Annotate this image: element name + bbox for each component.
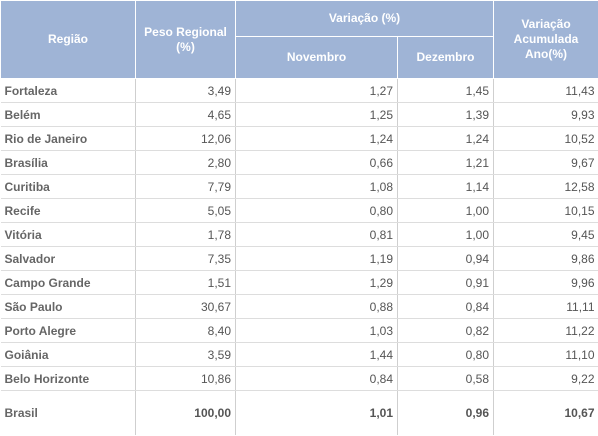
cell-novembro: 1,44 bbox=[235, 342, 398, 367]
header-peso-regional: Peso Regional (%) bbox=[135, 0, 236, 79]
table-row: Porto Alegre 8,40 1,03 0,82 11,22 bbox=[0, 318, 598, 343]
cell-acumulada: 10,52 bbox=[493, 126, 598, 151]
table-row: Brasília 2,80 0,66 1,21 9,67 bbox=[0, 150, 598, 175]
cell-acumulada: 11,22 bbox=[493, 318, 598, 343]
cell-region: Belo Horizonte bbox=[0, 366, 136, 391]
cell-peso: 12,06 bbox=[135, 126, 236, 151]
cell-acumulada: 9,86 bbox=[493, 246, 598, 271]
table-row: Belo Horizonte 10,86 0,84 0,58 9,22 bbox=[0, 366, 598, 391]
cell-region: Recife bbox=[0, 198, 136, 223]
cell-dezembro: 1,00 bbox=[397, 198, 494, 223]
cell-novembro: 1,24 bbox=[235, 126, 398, 151]
cell-region: Fortaleza bbox=[0, 78, 136, 103]
cell-dezembro: 0,91 bbox=[397, 270, 494, 295]
cell-dezembro: 0,94 bbox=[397, 246, 494, 271]
table-body: Fortaleza 3,49 1,27 1,45 11,43 Belém 4,6… bbox=[0, 78, 598, 435]
table-row: São Paulo 30,67 0,88 0,84 11,11 bbox=[0, 294, 598, 319]
cell-novembro: 1,08 bbox=[235, 174, 398, 199]
cell-region: Salvador bbox=[0, 246, 136, 271]
cell-peso: 3,49 bbox=[135, 78, 236, 103]
header-regiao: Região bbox=[0, 0, 136, 79]
cell-region: Vitória bbox=[0, 222, 136, 247]
table-header: Região Peso Regional (%) Variação (%) Va… bbox=[0, 0, 598, 79]
table-row: Belém 4,65 1,25 1,39 9,93 bbox=[0, 102, 598, 127]
header-dezembro: Dezembro bbox=[397, 36, 494, 79]
cell-novembro: 1,19 bbox=[235, 246, 398, 271]
cell-dezembro: 0,84 bbox=[397, 294, 494, 319]
cell-acumulada: 9,96 bbox=[493, 270, 598, 295]
cell-peso: 30,67 bbox=[135, 294, 236, 319]
header-variacao-acumulada: Variação Acumulada Ano(%) bbox=[493, 0, 598, 79]
table-row: Goiânia 3,59 1,44 0,80 11,10 bbox=[0, 342, 598, 367]
cell-peso: 3,59 bbox=[135, 342, 236, 367]
cell-peso: 7,35 bbox=[135, 246, 236, 271]
cell-novembro: 0,66 bbox=[235, 150, 398, 175]
cell-novembro: 0,84 bbox=[235, 366, 398, 391]
cell-novembro: 0,80 bbox=[235, 198, 398, 223]
table-row: Curitiba 7,79 1,08 1,14 12,58 bbox=[0, 174, 598, 199]
cell-region: São Paulo bbox=[0, 294, 136, 319]
table-row: Rio de Janeiro 12,06 1,24 1,24 10,52 bbox=[0, 126, 598, 151]
cell-acumulada: 11,11 bbox=[493, 294, 598, 319]
cell-region: Goiânia bbox=[0, 342, 136, 367]
cell-region: Rio de Janeiro bbox=[0, 126, 136, 151]
cell-peso: 5,05 bbox=[135, 198, 236, 223]
cell-region: Belém bbox=[0, 102, 136, 127]
cell-peso: 7,79 bbox=[135, 174, 236, 199]
cell-novembro: 0,88 bbox=[235, 294, 398, 319]
cell-novembro: 1,29 bbox=[235, 270, 398, 295]
cell-acumulada: 9,93 bbox=[493, 102, 598, 127]
header-novembro: Novembro bbox=[235, 36, 398, 79]
cell-dezembro: 1,00 bbox=[397, 222, 494, 247]
cell-dezembro: 1,14 bbox=[397, 174, 494, 199]
header-variacao: Variação (%) bbox=[235, 0, 494, 37]
cell-acumulada: 12,58 bbox=[493, 174, 598, 199]
table-row: Campo Grande 1,51 1,29 0,91 9,96 bbox=[0, 270, 598, 295]
table-row: Salvador 7,35 1,19 0,94 9,86 bbox=[0, 246, 598, 271]
table-row: Fortaleza 3,49 1,27 1,45 11,43 bbox=[0, 78, 598, 103]
cell-dezembro: 1,21 bbox=[397, 150, 494, 175]
table-row-total: Brasil 100,00 1,01 0,96 10,67 bbox=[0, 390, 598, 435]
cell-region: Brasília bbox=[0, 150, 136, 175]
cell-dezembro: 0,80 bbox=[397, 342, 494, 367]
cell-dezembro: 0,96 bbox=[397, 390, 494, 435]
cell-peso: 1,51 bbox=[135, 270, 236, 295]
cell-region: Porto Alegre bbox=[0, 318, 136, 343]
cell-acumulada: 11,10 bbox=[493, 342, 598, 367]
cell-acumulada: 10,67 bbox=[493, 390, 598, 435]
cell-dezembro: 1,24 bbox=[397, 126, 494, 151]
cell-peso: 100,00 bbox=[135, 390, 236, 435]
cell-region: Brasil bbox=[0, 390, 136, 435]
cell-dezembro: 1,39 bbox=[397, 102, 494, 127]
cell-peso: 8,40 bbox=[135, 318, 236, 343]
cell-acumulada: 9,67 bbox=[493, 150, 598, 175]
cell-acumulada: 11,43 bbox=[493, 78, 598, 103]
cell-region: Curitiba bbox=[0, 174, 136, 199]
cell-acumulada: 9,22 bbox=[493, 366, 598, 391]
cell-novembro: 1,01 bbox=[235, 390, 398, 435]
cell-dezembro: 0,58 bbox=[397, 366, 494, 391]
cell-dezembro: 0,82 bbox=[397, 318, 494, 343]
cell-peso: 2,80 bbox=[135, 150, 236, 175]
cell-novembro: 1,25 bbox=[235, 102, 398, 127]
cell-novembro: 0,81 bbox=[235, 222, 398, 247]
cell-peso: 4,65 bbox=[135, 102, 236, 127]
cell-peso: 1,78 bbox=[135, 222, 236, 247]
cell-peso: 10,86 bbox=[135, 366, 236, 391]
cell-acumulada: 9,45 bbox=[493, 222, 598, 247]
cell-novembro: 1,27 bbox=[235, 78, 398, 103]
cell-acumulada: 10,15 bbox=[493, 198, 598, 223]
cell-dezembro: 1,45 bbox=[397, 78, 494, 103]
table-row: Recife 5,05 0,80 1,00 10,15 bbox=[0, 198, 598, 223]
cell-region: Campo Grande bbox=[0, 270, 136, 295]
table-row: Vitória 1,78 0,81 1,00 9,45 bbox=[0, 222, 598, 247]
cell-novembro: 1,03 bbox=[235, 318, 398, 343]
